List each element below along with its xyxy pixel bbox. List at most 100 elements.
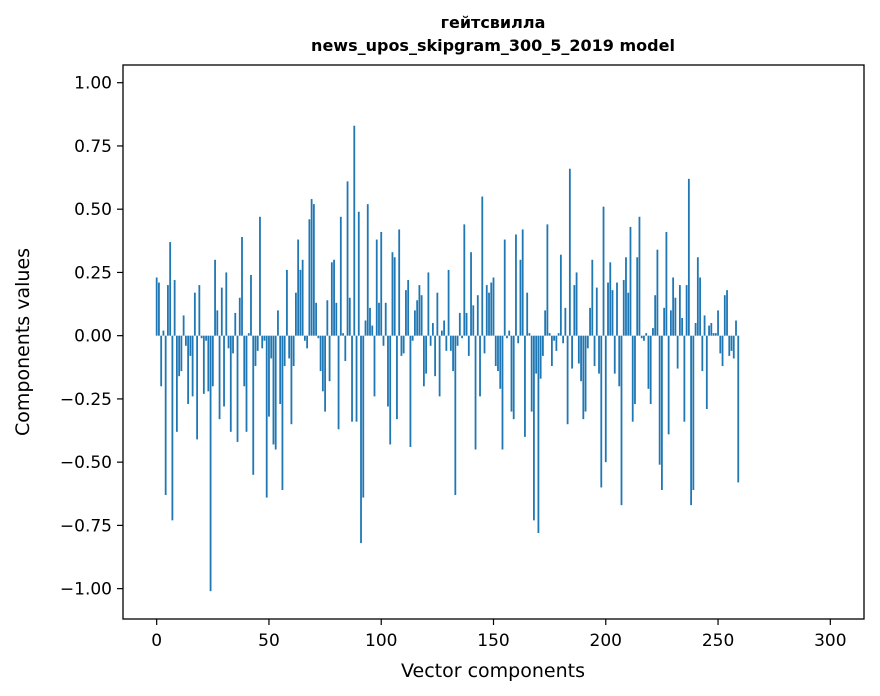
bar bbox=[550, 335, 553, 367]
bar bbox=[344, 335, 347, 361]
bar bbox=[391, 252, 394, 336]
x-tick-label: 150 bbox=[477, 631, 509, 651]
x-axis-ticks: 0 50 100 150 200 250 300 bbox=[151, 619, 847, 651]
y-tick-label: −0.50 bbox=[60, 453, 112, 473]
bar bbox=[735, 320, 737, 336]
bar bbox=[443, 320, 445, 336]
bar bbox=[519, 259, 522, 336]
bar bbox=[182, 315, 185, 336]
bar bbox=[301, 259, 304, 336]
bar bbox=[616, 282, 618, 336]
bar bbox=[456, 335, 459, 346]
bar bbox=[357, 211, 360, 336]
bar bbox=[548, 333, 551, 336]
bar bbox=[703, 315, 706, 336]
bar bbox=[227, 335, 230, 349]
bar bbox=[229, 335, 232, 432]
bar bbox=[414, 310, 416, 336]
bar bbox=[661, 335, 663, 490]
bar bbox=[319, 335, 322, 372]
bar bbox=[429, 335, 432, 346]
bar bbox=[708, 325, 710, 336]
bar bbox=[562, 335, 565, 344]
bar bbox=[243, 335, 246, 387]
bar bbox=[256, 335, 259, 351]
bar bbox=[436, 292, 439, 336]
bar bbox=[409, 335, 412, 447]
bar bbox=[155, 277, 158, 336]
bar bbox=[609, 262, 612, 336]
bar bbox=[420, 295, 423, 336]
bar bbox=[371, 325, 374, 336]
bar bbox=[669, 310, 672, 336]
bar bbox=[373, 335, 376, 397]
bar bbox=[274, 335, 277, 450]
y-tick-label: −1.00 bbox=[60, 580, 112, 600]
x-tick-label: 100 bbox=[365, 631, 397, 651]
bar bbox=[683, 335, 686, 422]
bar bbox=[510, 335, 513, 412]
y-tick-label: −0.75 bbox=[60, 516, 112, 536]
bar bbox=[286, 269, 288, 336]
bar bbox=[295, 292, 297, 336]
bar bbox=[272, 335, 275, 445]
bar bbox=[584, 335, 587, 412]
bar bbox=[467, 335, 470, 356]
bar bbox=[575, 272, 578, 336]
bar bbox=[528, 333, 531, 336]
y-axis-label: Components values bbox=[12, 248, 34, 436]
bar bbox=[710, 323, 713, 336]
bar bbox=[649, 335, 652, 404]
bar bbox=[515, 234, 517, 336]
bar bbox=[259, 216, 261, 336]
bar bbox=[546, 224, 549, 336]
bar bbox=[187, 335, 190, 404]
bar bbox=[595, 287, 598, 336]
bar bbox=[445, 335, 448, 351]
bar bbox=[167, 285, 169, 336]
bar bbox=[521, 229, 524, 336]
bar bbox=[600, 335, 603, 488]
bar bbox=[184, 335, 187, 346]
bar bbox=[297, 239, 300, 336]
bar bbox=[398, 229, 401, 336]
bar bbox=[643, 335, 645, 341]
bar bbox=[533, 335, 535, 521]
bar bbox=[173, 280, 176, 336]
y-tick-label: 0.00 bbox=[74, 327, 112, 347]
bar bbox=[678, 285, 681, 336]
bar bbox=[481, 196, 484, 336]
bar bbox=[171, 335, 174, 521]
bar bbox=[317, 335, 320, 339]
bar bbox=[364, 320, 367, 336]
bar bbox=[506, 335, 508, 339]
bar bbox=[330, 262, 333, 336]
bar bbox=[434, 335, 437, 377]
bar bbox=[416, 300, 419, 336]
y-tick-label: −0.25 bbox=[60, 390, 112, 410]
bar bbox=[335, 302, 338, 336]
bar bbox=[288, 335, 291, 359]
bar bbox=[389, 335, 392, 445]
bar bbox=[355, 335, 358, 422]
bar bbox=[555, 335, 558, 351]
plot-area-frame bbox=[122, 64, 865, 620]
bar bbox=[694, 323, 697, 336]
bar bbox=[687, 178, 690, 336]
bar bbox=[312, 204, 315, 336]
bar bbox=[236, 335, 239, 442]
bar bbox=[712, 333, 715, 336]
bar bbox=[719, 335, 722, 354]
x-tick-label: 250 bbox=[702, 631, 734, 651]
bar bbox=[306, 335, 309, 349]
bar bbox=[431, 323, 434, 336]
bar bbox=[202, 335, 205, 394]
bar bbox=[463, 224, 466, 336]
bar bbox=[524, 335, 526, 437]
y-tick-label: 0.75 bbox=[74, 137, 112, 157]
bar bbox=[553, 335, 556, 341]
y-tick-label: 1.00 bbox=[74, 74, 112, 94]
bar bbox=[211, 335, 214, 387]
bar bbox=[568, 168, 571, 336]
